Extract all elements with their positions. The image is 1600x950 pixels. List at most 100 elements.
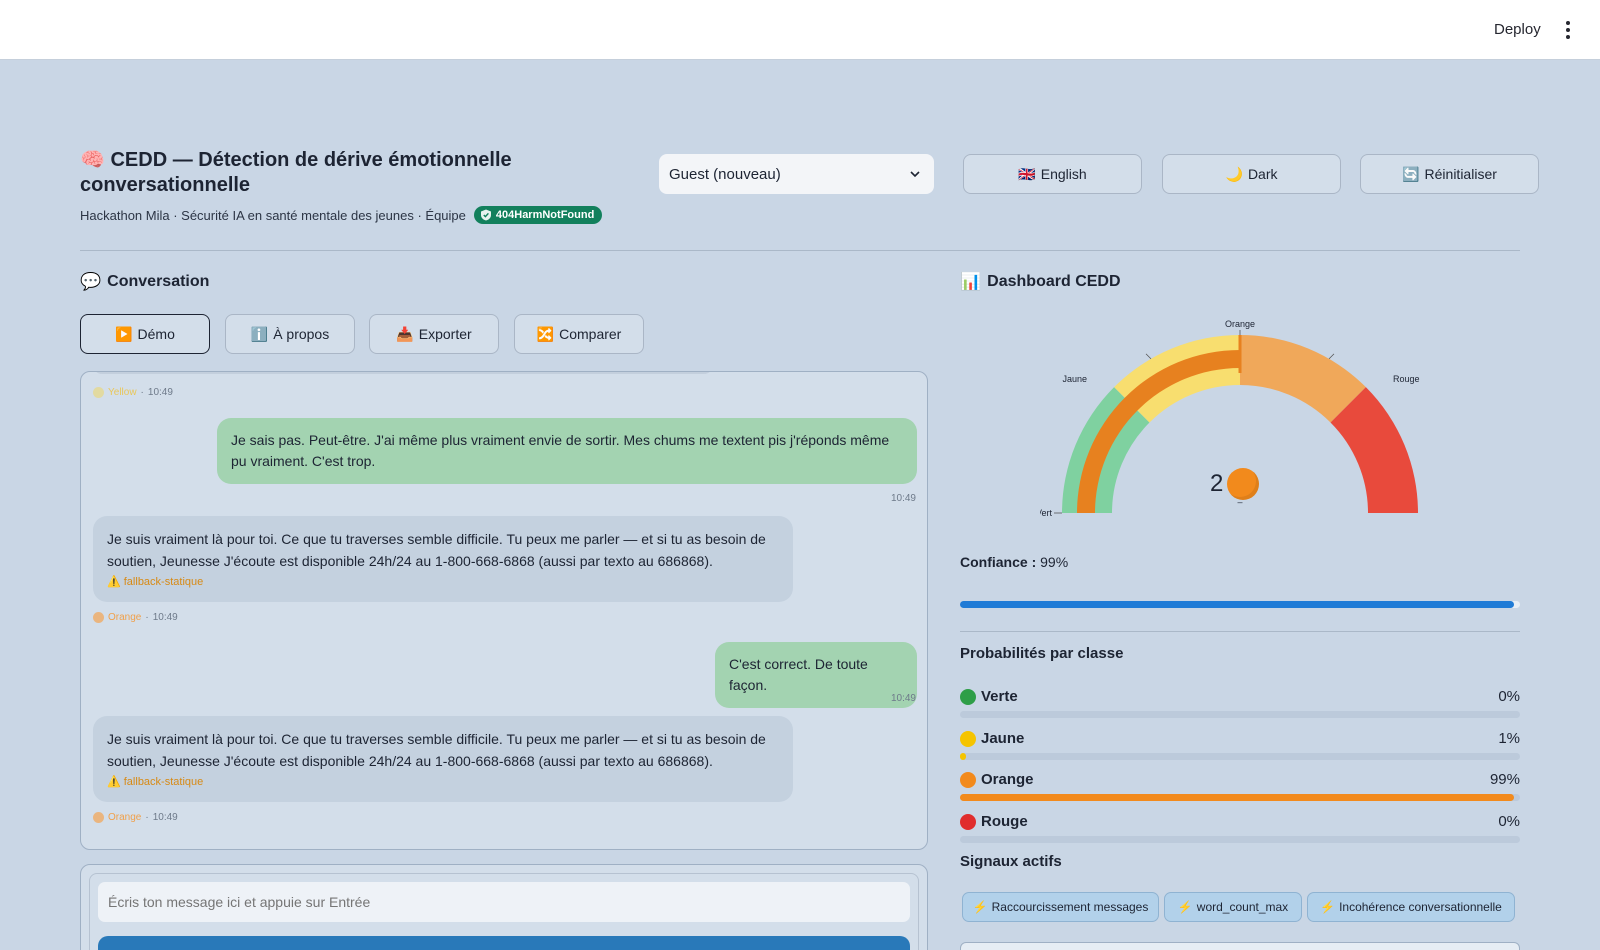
deploy-button[interactable]: Deploy: [1486, 18, 1549, 42]
page-title: 🧠 CEDD — Détection de dérive émotionnell…: [80, 148, 580, 198]
probability-bar: [960, 794, 1520, 801]
moon-icon: 🌙: [1225, 165, 1243, 182]
gauge-sub-label: –: [1237, 497, 1242, 507]
gauge-label: Vert: [1040, 508, 1052, 518]
export-button[interactable]: 📥 Exporter: [369, 314, 499, 354]
gauge-value-bar: [1077, 350, 1240, 513]
message-bubble-user: C'est correct. De toute façon.: [715, 642, 917, 708]
language-button[interactable]: 🇬🇧 English: [963, 154, 1142, 194]
gauge-label: Jaune: [1062, 374, 1087, 384]
dashboard-heading-text: Dashboard CEDD: [987, 273, 1121, 290]
language-button-label: English: [1040, 166, 1087, 182]
about-button[interactable]: ℹ️ À propos: [225, 314, 355, 354]
message-text: Je suis vraiment là pour toi. Ce que tu …: [107, 531, 766, 569]
reset-button[interactable]: 🔄 Réinitialiser: [1360, 154, 1539, 194]
message-time: 10:49: [147, 387, 173, 398]
theme-button-label: Dark: [1247, 166, 1278, 182]
probability-bar: [960, 836, 1520, 843]
chat-input-form: [89, 873, 919, 950]
demo-button-label: Démo: [137, 326, 175, 342]
class-percent: 99%: [1489, 771, 1520, 788]
probabilities-title: Probabilités par classe: [960, 645, 1124, 662]
message-time: 10:49: [890, 493, 916, 504]
speech-bubble-icon: 💬: [80, 272, 102, 291]
class-label: Orange: [981, 771, 1034, 788]
brain-icon: 🧠: [80, 149, 105, 171]
probability-row-rouge: Rouge 0%: [960, 813, 1520, 847]
chat-input-panel: [80, 864, 928, 950]
message-time: 10:49: [152, 612, 178, 623]
conversation-heading-text: Conversation: [107, 273, 210, 290]
chevron-down-icon: [910, 171, 920, 178]
risk-level: Yellow: [108, 387, 137, 398]
class-label: Verte: [981, 688, 1018, 705]
gauge-value: 2: [1210, 468, 1260, 500]
probability-row-orange: Orange 99%: [960, 771, 1520, 805]
class-label: Rouge: [981, 813, 1028, 830]
risk-level: Orange: [108, 612, 142, 623]
theme-button[interactable]: 🌙 Dark: [1162, 154, 1341, 194]
lightning-icon: ⚡: [1320, 900, 1336, 914]
gauge-zone-rouge: [1330, 387, 1418, 513]
user-select-value: Guest (nouveau): [669, 165, 781, 183]
green-circle-icon: [960, 688, 976, 705]
orange-circle-icon: [960, 771, 976, 788]
message-bubble-bot: [93, 372, 713, 374]
message-bubble-bot: Je suis vraiment là pour toi. Ce que tu …: [93, 516, 793, 602]
confidence-label: Confiance :: [960, 554, 1037, 570]
compare-button-label: Comparer: [559, 326, 622, 342]
message-time: 10:49: [890, 693, 916, 704]
meta-separator: ·: [140, 387, 144, 398]
details-panel: [960, 942, 1520, 950]
inbox-tray-icon: 📥: [396, 325, 414, 342]
probability-row-jaune: Jaune 1%: [960, 730, 1520, 764]
meta-separator: ·: [145, 612, 149, 623]
class-percent: 0%: [1498, 688, 1520, 705]
signal-chip[interactable]: ⚡ Incohérence conversationnelle: [1307, 892, 1515, 922]
class-percent: 0%: [1498, 813, 1520, 830]
team-badge: 404HarmNotFound: [473, 206, 603, 224]
reset-button-label: Réinitialiser: [1424, 166, 1497, 182]
lightning-icon: ⚡: [1177, 900, 1193, 914]
about-button-label: À propos: [273, 326, 330, 342]
message-meta: Orange · 10:49: [93, 812, 178, 823]
signal-label: Raccourcissement messages: [991, 900, 1149, 914]
gauge-label: Orange: [1225, 319, 1255, 329]
yellow-circle-icon: [960, 730, 976, 747]
probability-bar-fill: [960, 753, 966, 760]
export-button-label: Exporter: [418, 326, 472, 342]
signal-label: Incohérence conversationnelle: [1339, 900, 1502, 914]
send-button[interactable]: [98, 936, 910, 950]
message-input[interactable]: [98, 882, 910, 922]
play-icon: ▶️: [115, 325, 133, 342]
confidence-bar: [960, 601, 1520, 608]
signal-chip[interactable]: ⚡ Raccourcissement messages: [962, 892, 1159, 922]
dashboard-heading: 📊 Dashboard CEDD: [960, 272, 1121, 292]
conversation-heading: 💬 Conversation: [80, 272, 209, 292]
probability-bar: [960, 711, 1520, 718]
chat-history[interactable]: Yellow · 10:49 Je sais pas. Peut-être. J…: [80, 371, 928, 850]
red-circle-icon: [960, 813, 976, 830]
user-select[interactable]: Guest (nouveau): [659, 154, 934, 194]
class-label: Jaune: [981, 730, 1025, 747]
signal-chip[interactable]: ⚡ word_count_max: [1164, 892, 1302, 922]
app-toolbar: Deploy: [0, 0, 1600, 60]
main-menu-icon[interactable]: [1556, 18, 1580, 42]
message-bubble-bot: Je suis vraiment là pour toi. Ce que tu …: [93, 716, 793, 802]
gauge-label-leader: [1328, 353, 1335, 360]
demo-button[interactable]: ▶️ Démo: [80, 314, 210, 354]
uk-flag-icon: 🇬🇧: [1018, 165, 1036, 182]
signal-label: word_count_max: [1196, 900, 1289, 914]
confidence-value: 99%: [1040, 554, 1069, 570]
message-text: C'est correct. De toute façon.: [729, 656, 868, 693]
gauge-threshold-tick: [1238, 335, 1242, 373]
gauge-label-leader: [1145, 353, 1152, 360]
message-time: 10:49: [152, 812, 178, 823]
orange-circle-icon: [93, 812, 104, 823]
orange-circle-icon: [1227, 468, 1260, 500]
fallback-tag: ⚠️ fallback-statique: [107, 576, 204, 588]
probability-bar: [960, 753, 1520, 760]
compare-button[interactable]: 🔀 Comparer: [514, 314, 644, 354]
yellow-circle-icon: [93, 387, 104, 398]
message-meta: Orange · 10:49: [93, 612, 178, 623]
